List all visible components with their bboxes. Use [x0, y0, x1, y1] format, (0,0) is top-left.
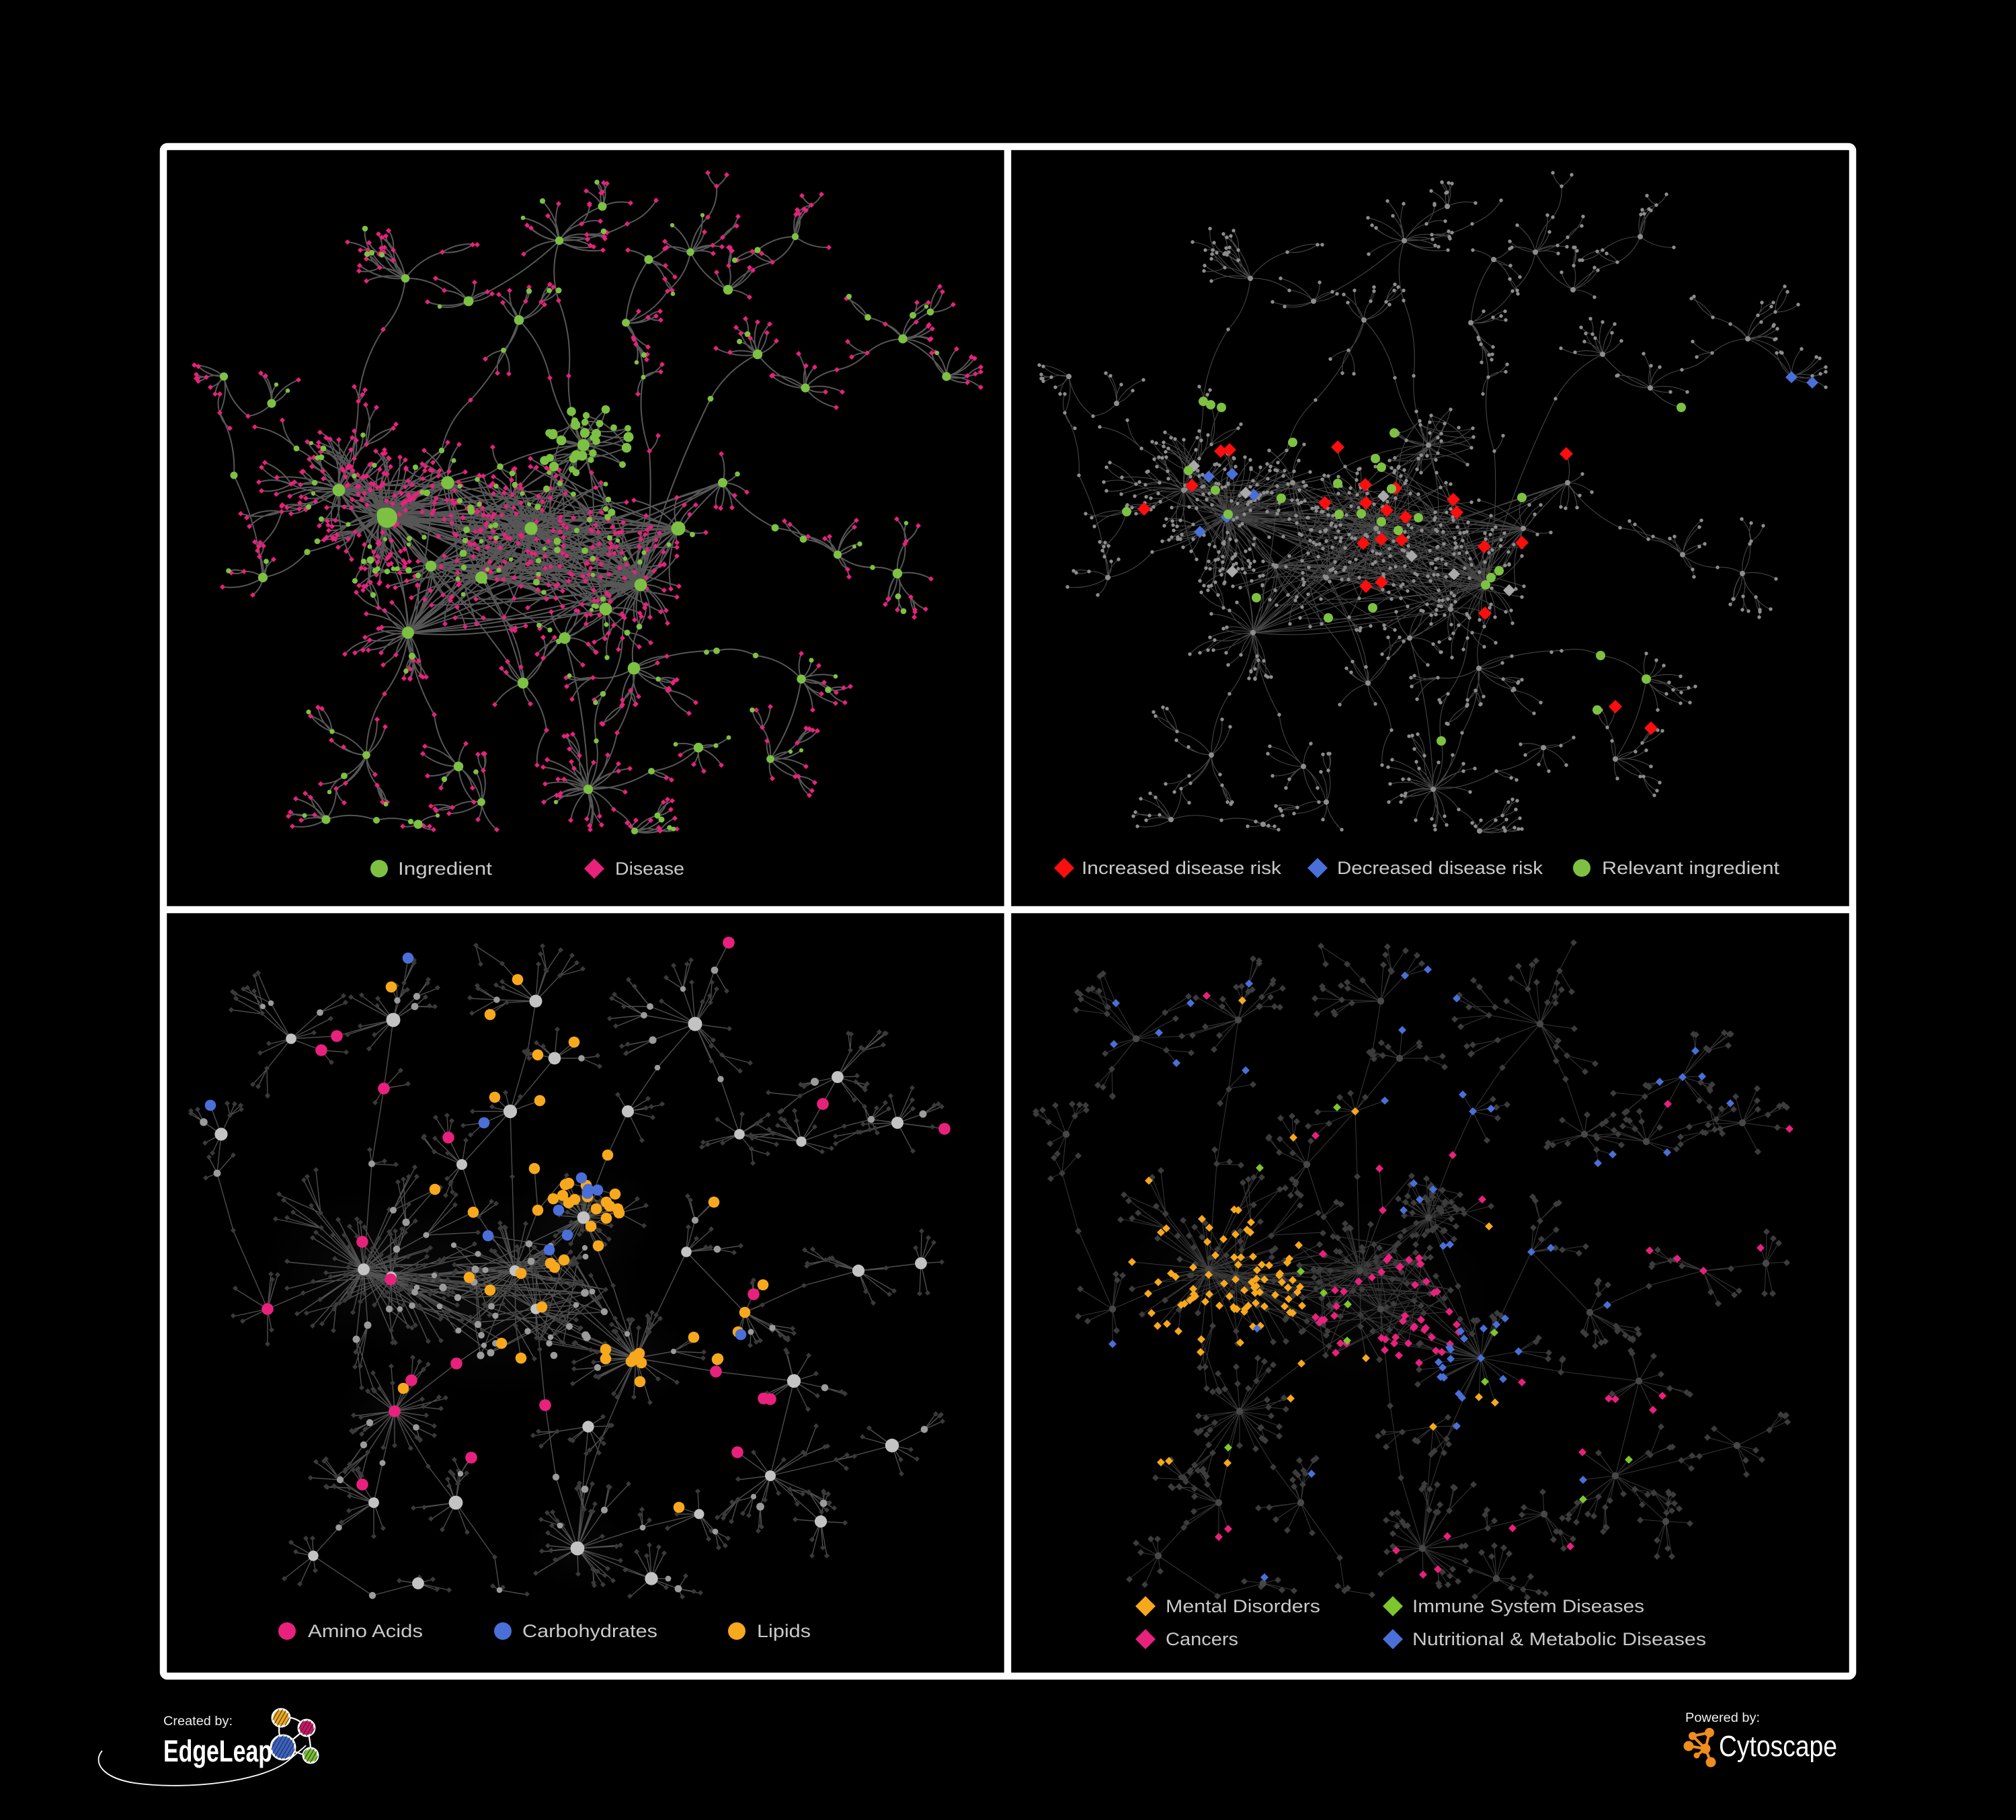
svg-text:Decreased disease risk: Decreased disease risk: [1337, 858, 1543, 878]
svg-text:Lipids: Lipids: [757, 1621, 811, 1641]
svg-text:Increased disease risk: Increased disease risk: [1082, 858, 1282, 878]
svg-text:Cytoscape: Cytoscape: [1719, 1730, 1837, 1763]
svg-text:Powered by:: Powered by:: [1685, 1711, 1760, 1725]
svg-text:Cancers: Cancers: [1166, 1629, 1238, 1649]
svg-text:Amino Acids: Amino Acids: [308, 1621, 423, 1641]
svg-text:Mental Disorders: Mental Disorders: [1166, 1596, 1320, 1616]
svg-text:Ingredient: Ingredient: [398, 859, 493, 879]
svg-text:Disease: Disease: [615, 859, 684, 879]
svg-text:Carbohydrates: Carbohydrates: [522, 1621, 657, 1641]
svg-text:EdgeLeap: EdgeLeap: [163, 1734, 272, 1768]
svg-text:Nutritional & Metabolic Diseas: Nutritional & Metabolic Diseases: [1412, 1629, 1706, 1649]
svg-text:Relevant ingredient: Relevant ingredient: [1602, 858, 1780, 878]
svg-text:Immune System Diseases: Immune System Diseases: [1412, 1596, 1644, 1616]
svg-text:Created by:: Created by:: [163, 1714, 233, 1729]
